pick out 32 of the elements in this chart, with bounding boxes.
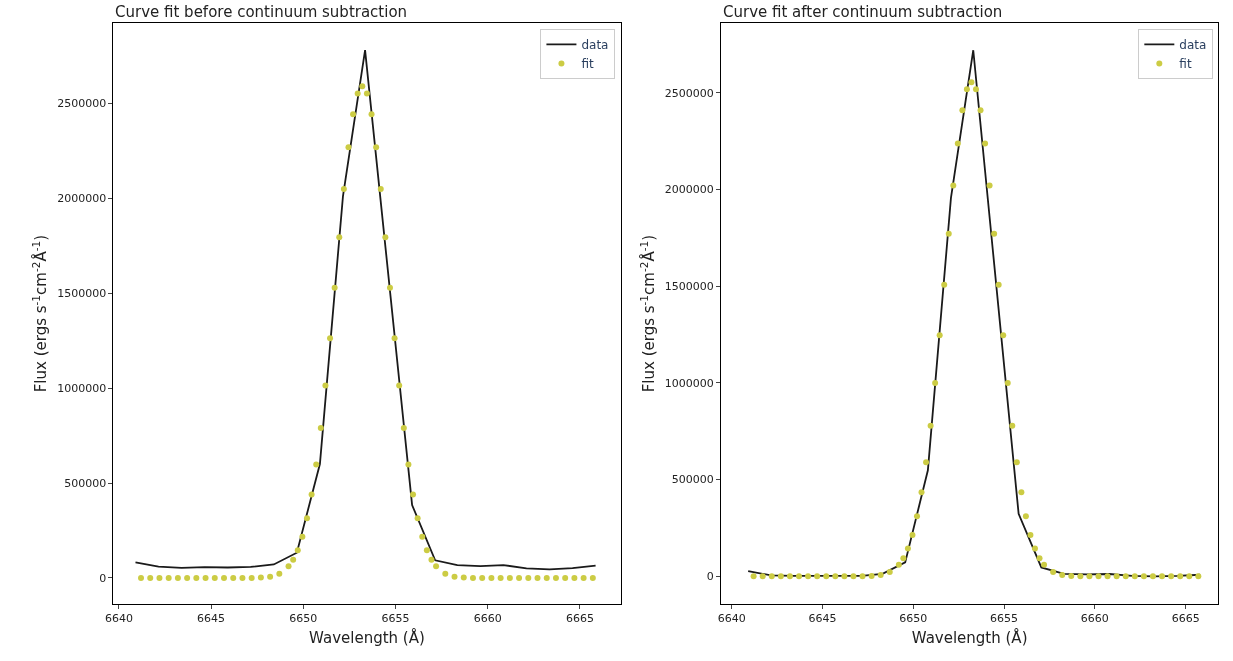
- y-tick-label: 2500000: [57, 97, 107, 111]
- x-tick-label: 6650: [899, 612, 928, 626]
- x-tick-label: 6650: [289, 612, 318, 626]
- y-tick-label: 1000000: [664, 376, 714, 390]
- x-tick-label: 6665: [1171, 612, 1200, 626]
- legend-label: data: [1179, 38, 1207, 53]
- y-tick-label: 500000: [64, 476, 107, 490]
- legend-label: data: [581, 38, 609, 53]
- legend-label: fit: [1179, 57, 1192, 72]
- x-axis-title: Wavelength (Å): [911, 628, 1028, 648]
- x-tick-label: 6665: [565, 612, 594, 626]
- x-tick-label: 6655: [381, 612, 410, 626]
- x-tick-label: 6645: [808, 612, 837, 626]
- x-tick-label: 6655: [990, 612, 1019, 626]
- y-tick-label: 500000: [671, 473, 714, 487]
- y-tick-label: 2500000: [664, 86, 714, 100]
- x-axis-title: Wavelength (Å): [309, 628, 425, 648]
- x-tick-label: 6640: [717, 612, 746, 626]
- y-tick-label: 1000000: [57, 381, 107, 395]
- y-tick-label: 2000000: [57, 192, 107, 206]
- x-tick-label: 6660: [473, 612, 502, 626]
- x-tick-label: 6645: [197, 612, 226, 626]
- y-tick-label: 2000000: [664, 183, 714, 197]
- chart-title: Curve fit before continuum subtraction: [115, 3, 408, 21]
- y-tick-label: 0: [706, 570, 714, 584]
- y-tick-label: 1500000: [664, 280, 714, 294]
- x-tick-label: 6660: [1080, 612, 1109, 626]
- x-tick-label: 6640: [104, 612, 133, 626]
- y-tick-label: 1500000: [57, 286, 107, 300]
- chart-title: Curve fit after continuum subtraction: [723, 3, 1003, 21]
- y-tick-label: 0: [99, 571, 107, 585]
- legend-label: fit: [581, 57, 594, 72]
